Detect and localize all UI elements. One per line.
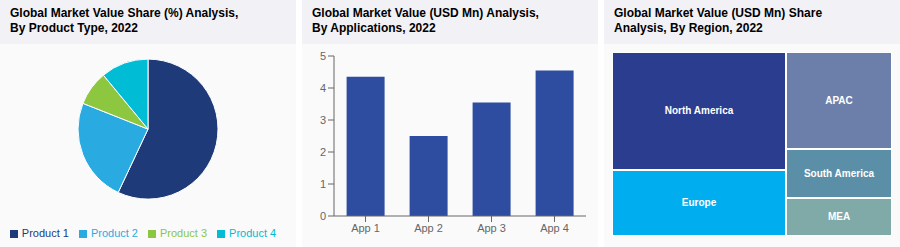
html-text:Global Market Value (USD Mn) S: Global Market Value (USD Mn) Share — [614, 6, 823, 20]
svg-text:South America: South America — [804, 167, 875, 178]
html-text:By Applications, 2022: By Applications, 2022 — [312, 21, 436, 35]
svg-text:App 4: App 4 — [540, 222, 569, 234]
svg-text:North America: North America — [665, 105, 734, 116]
svg-text:MEA: MEA — [828, 211, 850, 222]
svg-text:APAC: APAC — [825, 94, 853, 105]
html-text:Product 1: Product 1 — [21, 227, 69, 239]
svg-text:App 1: App 1 — [351, 222, 380, 234]
svg-text:2: 2 — [320, 146, 326, 158]
html-text:By Product Type, 2022: By Product Type, 2022 — [10, 21, 138, 35]
html-text:Product 3: Product 3 — [160, 227, 208, 239]
svg-text:App 3: App 3 — [477, 222, 506, 234]
svg-text:1: 1 — [320, 178, 326, 190]
svg-text:0: 0 — [320, 210, 326, 222]
html-text:Global Market Value (USD Mn) A: Global Market Value (USD Mn) Analysis, — [312, 6, 539, 20]
svg-text:3: 3 — [320, 114, 326, 126]
html-text:Product 4: Product 4 — [229, 227, 277, 239]
svg-text:4: 4 — [320, 82, 326, 94]
svg-text:App 2: App 2 — [414, 222, 443, 234]
html-text:Analysis, By Region, 2022: Analysis, By Region, 2022 — [614, 21, 763, 35]
svg-text:Europe: Europe — [682, 197, 717, 208]
html-text:Global Market Value Share (%): Global Market Value Share (%) Analysis, — [10, 6, 239, 20]
svg-text:5: 5 — [320, 50, 326, 62]
html-text:Product 2: Product 2 — [90, 227, 138, 239]
